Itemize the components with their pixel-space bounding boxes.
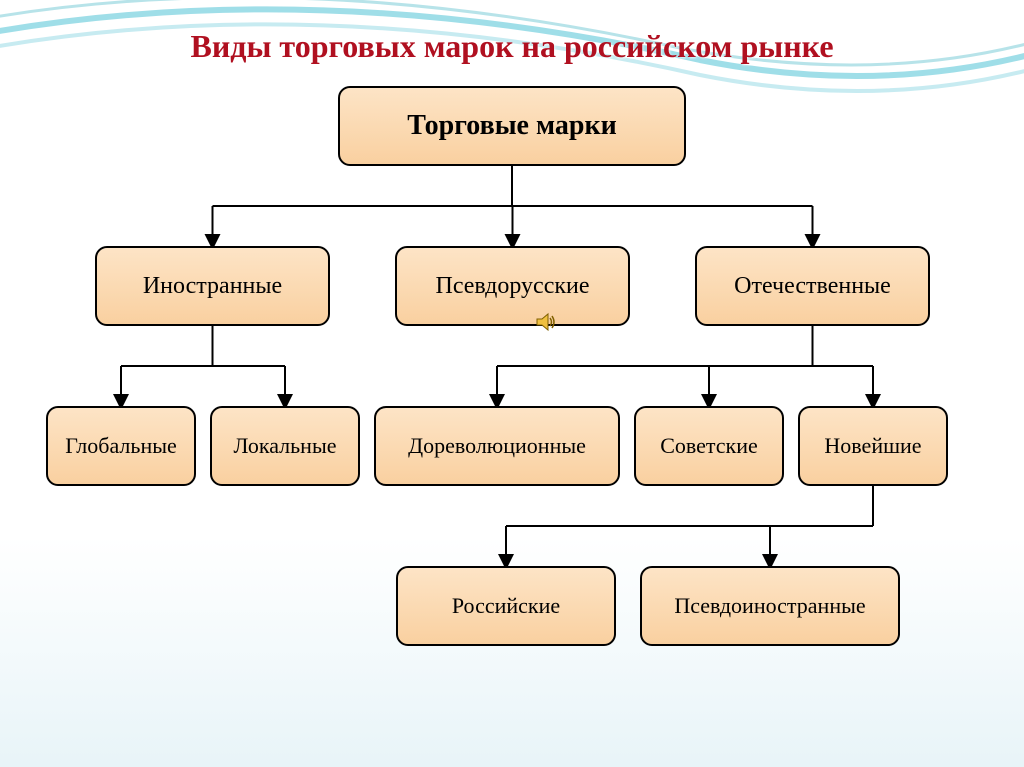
node-newest: Новейшие: [798, 406, 948, 486]
sound-icon: [534, 310, 558, 334]
node-domestic: Отечественные: [695, 246, 930, 326]
node-pseudo: Псевдорусские: [395, 246, 630, 326]
node-soviet: Советские: [634, 406, 784, 486]
slide-title: Виды торговых марок на российском рынке: [0, 28, 1024, 65]
node-prerev: Дореволюционные: [374, 406, 620, 486]
node-russian: Российские: [396, 566, 616, 646]
node-global: Глобальные: [46, 406, 196, 486]
slide: Виды торговых марок на российском рынке …: [0, 0, 1024, 767]
node-local: Локальные: [210, 406, 360, 486]
node-foreign: Иностранные: [95, 246, 330, 326]
node-root: Торговые марки: [338, 86, 686, 166]
node-psforeign: Псевдоиностранные: [640, 566, 900, 646]
